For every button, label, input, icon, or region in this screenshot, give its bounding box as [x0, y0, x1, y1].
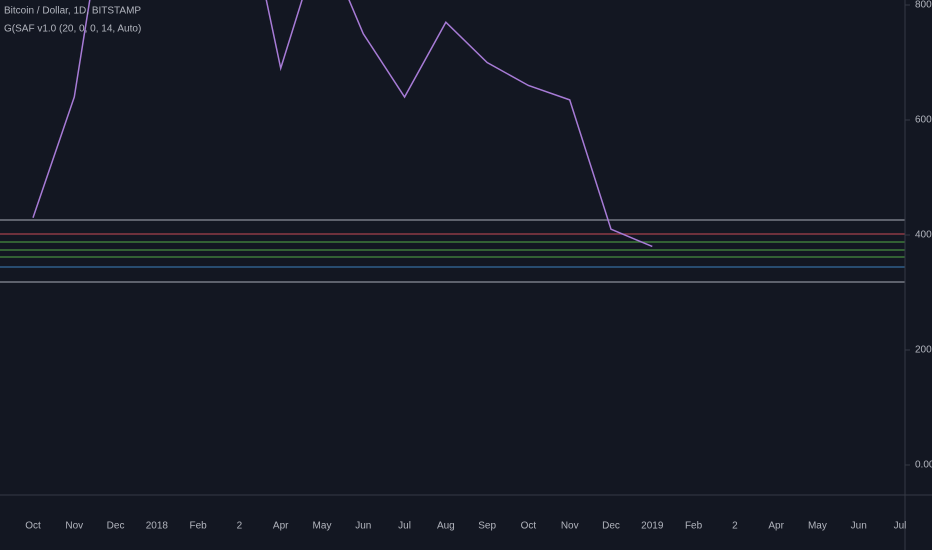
x-tick-label: Jun [355, 521, 371, 532]
x-tick-label: Jun [851, 521, 867, 532]
x-tick-label: Feb [190, 521, 208, 532]
x-tick-label: May [313, 521, 332, 532]
x-tick-label: Apr [768, 521, 784, 532]
x-tick-label: Feb [685, 521, 703, 532]
x-tick-label: Dec [107, 521, 125, 532]
x-tick-label: Nov [561, 521, 579, 532]
x-tick-label: 2019 [641, 521, 664, 532]
x-tick-label: 2 [237, 521, 243, 532]
y-tick-label: 4000.00 [915, 230, 932, 241]
x-tick-label: Aug [437, 521, 455, 532]
y-tick-label: 8000.00 [915, 0, 932, 11]
x-tick-label: Jul [398, 521, 411, 532]
x-tick-label: Nov [65, 521, 83, 532]
x-tick-label: Oct [25, 521, 41, 532]
x-tick-label: Jul [894, 521, 907, 532]
x-tick-label: Sep [478, 521, 496, 532]
plot-area [0, 0, 905, 283]
x-tick-label: Oct [521, 521, 537, 532]
y-tick-label: 2000.00 [915, 345, 932, 356]
y-tick-label: 6000.00 [915, 115, 932, 126]
x-tick-label: 2018 [146, 521, 169, 532]
x-tick-label: May [808, 521, 827, 532]
y-tick-label: 0.00 [915, 460, 932, 471]
x-tick-label: 2 [732, 521, 738, 532]
x-tick-label: Dec [602, 521, 620, 532]
x-tick-label: Apr [273, 521, 289, 532]
chart-title: Bitcoin / Dollar, 1D, BITSTAMP [4, 6, 141, 17]
indicator-label: G(SAF v1.0 (20, 0, 0, 14, Auto) [4, 24, 141, 35]
price-line [32, 0, 653, 248]
